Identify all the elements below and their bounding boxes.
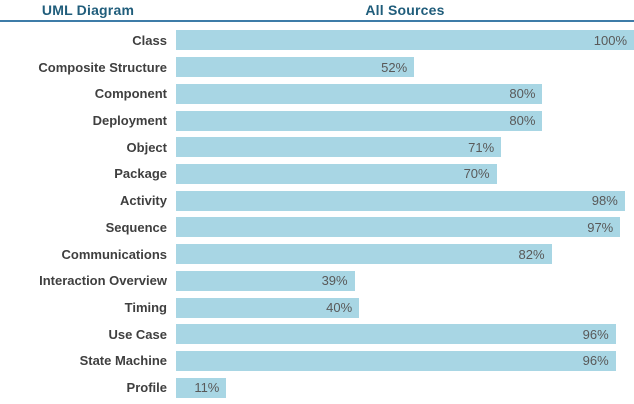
- value-label: 70%: [463, 166, 490, 182]
- value-label: 11%: [194, 380, 220, 396]
- category-label: Activity: [120, 193, 167, 209]
- bar: 80%: [176, 83, 543, 104]
- chart-row: Sequence 97%: [0, 214, 634, 241]
- chart-row: Interaction Overview 39%: [0, 267, 634, 294]
- chart-row: Component 80%: [0, 80, 634, 107]
- chart-plot-area: Class 100% Composite Structure 52% Compo…: [0, 22, 634, 404]
- chart-row: Profile 11%: [0, 374, 634, 401]
- category-label: Object: [126, 139, 167, 155]
- category-label: Interaction Overview: [39, 273, 167, 289]
- value-label: 71%: [468, 139, 495, 155]
- bar-track: 71%: [176, 137, 634, 158]
- value-label: 39%: [321, 273, 348, 289]
- chart-row: Composite Structure 52%: [0, 54, 634, 81]
- value-label: 40%: [326, 300, 353, 316]
- bar-track: 96%: [176, 350, 634, 371]
- bar-track: 97%: [176, 217, 634, 238]
- value-label: 52%: [381, 59, 408, 75]
- category-label: Profile: [126, 380, 167, 396]
- category-label: Sequence: [105, 219, 167, 235]
- bar-track: 100%: [176, 30, 634, 51]
- bar: 39%: [176, 270, 355, 291]
- category-column-header: UML Diagram: [41, 2, 135, 18]
- bar: 11%: [176, 377, 227, 398]
- bar: 82%: [176, 244, 552, 265]
- value-label: 96%: [582, 326, 609, 342]
- bar-track: 82%: [176, 244, 634, 265]
- bar-track: 52%: [176, 57, 634, 78]
- bar-track: 70%: [176, 163, 634, 184]
- category-label: Communications: [61, 246, 167, 262]
- chart-row: Class 100%: [0, 27, 634, 54]
- bar-track: 40%: [176, 297, 634, 318]
- bar-track: 80%: [176, 110, 634, 131]
- bar: 96%: [176, 350, 616, 371]
- bar: 96%: [176, 324, 616, 345]
- values-column-header: All Sources: [365, 2, 445, 18]
- category-label: Deployment: [92, 113, 167, 129]
- bar-track: 11%: [176, 377, 634, 398]
- category-label: Composite Structure: [38, 59, 167, 75]
- bar: 80%: [176, 110, 543, 131]
- category-label: State Machine: [79, 353, 167, 369]
- category-label: Class: [132, 32, 167, 48]
- value-label: 98%: [591, 193, 618, 209]
- bar: 71%: [176, 137, 502, 158]
- value-label: 96%: [582, 353, 609, 369]
- chart-row: Communications 82%: [0, 241, 634, 268]
- chart-row: Timing 40%: [0, 294, 634, 321]
- value-label: 97%: [587, 219, 614, 235]
- value-label: 80%: [509, 113, 536, 129]
- chart-row: Package 70%: [0, 161, 634, 188]
- bar: 52%: [176, 57, 415, 78]
- bar: 100%: [176, 30, 634, 51]
- bar-track: 98%: [176, 190, 634, 211]
- chart-row: Deployment 80%: [0, 107, 634, 134]
- chart-row: State Machine 96%: [0, 348, 634, 375]
- chart-row: Object 71%: [0, 134, 634, 161]
- category-label: Package: [114, 166, 167, 182]
- category-label: Use Case: [108, 326, 167, 342]
- category-label: Timing: [124, 300, 167, 316]
- bar: 98%: [176, 190, 625, 211]
- bar-track: 80%: [176, 83, 634, 104]
- value-label: 80%: [509, 86, 536, 102]
- chart-row: Use Case 96%: [0, 321, 634, 348]
- bar: 40%: [176, 297, 360, 318]
- bar-track: 39%: [176, 270, 634, 291]
- bar-track: 96%: [176, 324, 634, 345]
- bar: 97%: [176, 217, 621, 238]
- value-label: 82%: [518, 246, 545, 262]
- category-label: Component: [94, 86, 167, 102]
- chart-header: UML Diagram All Sources: [0, 0, 634, 22]
- bar: 70%: [176, 163, 497, 184]
- chart-row: Activity 98%: [0, 187, 634, 214]
- value-label: 100%: [593, 32, 627, 48]
